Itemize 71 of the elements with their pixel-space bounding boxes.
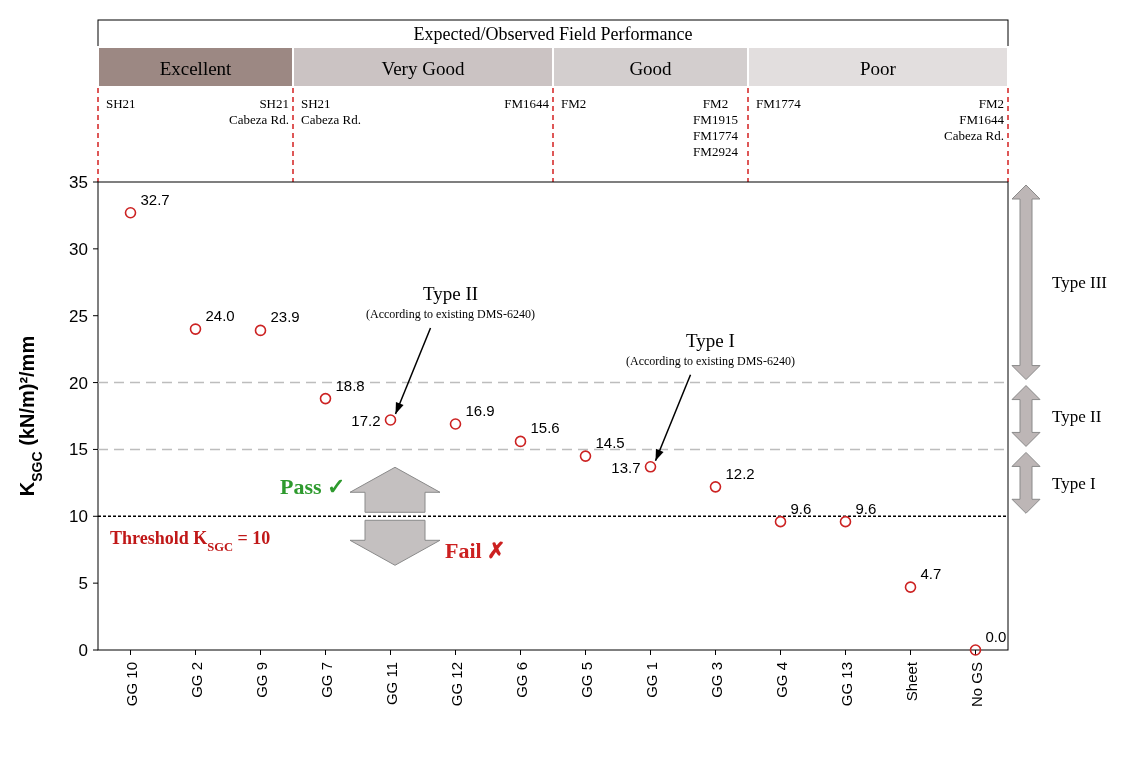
- x-tick-label: GG 12: [447, 662, 465, 707]
- x-tick-label: GG 2: [187, 662, 205, 698]
- text: FM1644: [504, 96, 550, 111]
- point: [514, 435, 527, 448]
- x-tick-label: GG 13: [837, 662, 855, 707]
- text: FM2: [561, 96, 587, 111]
- y-tick-label: 20: [69, 373, 88, 393]
- point: [904, 581, 917, 593]
- data-label: 9.6: [855, 499, 877, 517]
- y-tick-label: 5: [78, 574, 88, 594]
- text: Good: [629, 58, 673, 79]
- x-tick-label: No GS: [967, 662, 985, 708]
- point: [774, 515, 787, 528]
- x-tick-label: GG 3: [707, 662, 725, 698]
- point: [384, 414, 397, 426]
- y-tick-label: 30: [69, 239, 88, 259]
- x-tick-label: GG 1: [642, 662, 660, 698]
- chart-title: Expected/Observed Field Performance: [413, 24, 693, 44]
- annotation: Type I (According to existing DMS-6240): [626, 329, 795, 368]
- data-label: 12.2: [725, 464, 755, 482]
- x-tick-label: GG 4: [772, 662, 790, 698]
- ref-line-label: Threshold K$_{SGC}$ = 10: [110, 528, 271, 555]
- data-label: 32.7: [140, 190, 170, 208]
- point: [709, 481, 722, 493]
- y-tick-label: 25: [69, 306, 88, 326]
- text: Poor: [860, 58, 897, 79]
- data-label: 16.9: [465, 402, 495, 420]
- point: [124, 206, 137, 219]
- point: [189, 323, 202, 335]
- y-tick-label: 35: [69, 173, 88, 192]
- text: Excellent: [159, 58, 233, 79]
- point: [449, 418, 462, 430]
- data-label: 0.0: [985, 628, 1007, 645]
- y-tick-label: 10: [69, 507, 88, 527]
- data-label: 17.2: [351, 412, 381, 430]
- annotation: Type II (According to existing DMS-6240): [366, 283, 535, 322]
- point: [644, 461, 657, 473]
- x-tick-label: GG 6: [512, 662, 530, 698]
- point: [254, 324, 267, 337]
- point: [319, 392, 332, 405]
- data-label: 4.7: [920, 565, 942, 583]
- point: [579, 450, 592, 462]
- text: Type III: [1052, 273, 1108, 293]
- data-label: 23.9: [270, 308, 300, 326]
- x-tick-label: GG 10: [122, 662, 140, 707]
- annotation: Fail ✗: [445, 538, 506, 564]
- data-label: 18.8: [335, 376, 365, 394]
- data-label: 9.6: [790, 499, 812, 517]
- data-label: 24.0: [205, 307, 235, 325]
- data-label: 14.5: [595, 434, 625, 452]
- data-label: 15.6: [530, 419, 560, 437]
- text: Type I: [1052, 473, 1096, 493]
- text: SH21: [106, 96, 136, 111]
- text: Type II: [1052, 407, 1102, 426]
- x-tick-label: Sheet: [902, 661, 920, 702]
- text: FM1774: [756, 96, 802, 111]
- text: SH21 Cabeza Rd.: [301, 96, 361, 127]
- y-tick-label: 15: [69, 440, 88, 460]
- text: FM2 FM1644 Cabeza Rd.: [944, 96, 1005, 143]
- text: SH21 Cabeza Rd.: [229, 96, 289, 127]
- point: [839, 515, 852, 528]
- annotation: Pass ✓: [279, 474, 345, 500]
- x-tick-label: GG 9: [252, 662, 270, 698]
- text: FM2 FM1915 FM1774 FM2924: [693, 96, 739, 159]
- y-tick-label: 0: [78, 641, 88, 660]
- data-label: 13.7: [611, 458, 641, 476]
- x-tick-label: GG 11: [382, 662, 400, 706]
- x-tick-label: GG 5: [577, 662, 595, 698]
- point: [969, 644, 982, 656]
- text: Very Good: [381, 58, 465, 79]
- x-tick-label: GG 7: [317, 662, 335, 698]
